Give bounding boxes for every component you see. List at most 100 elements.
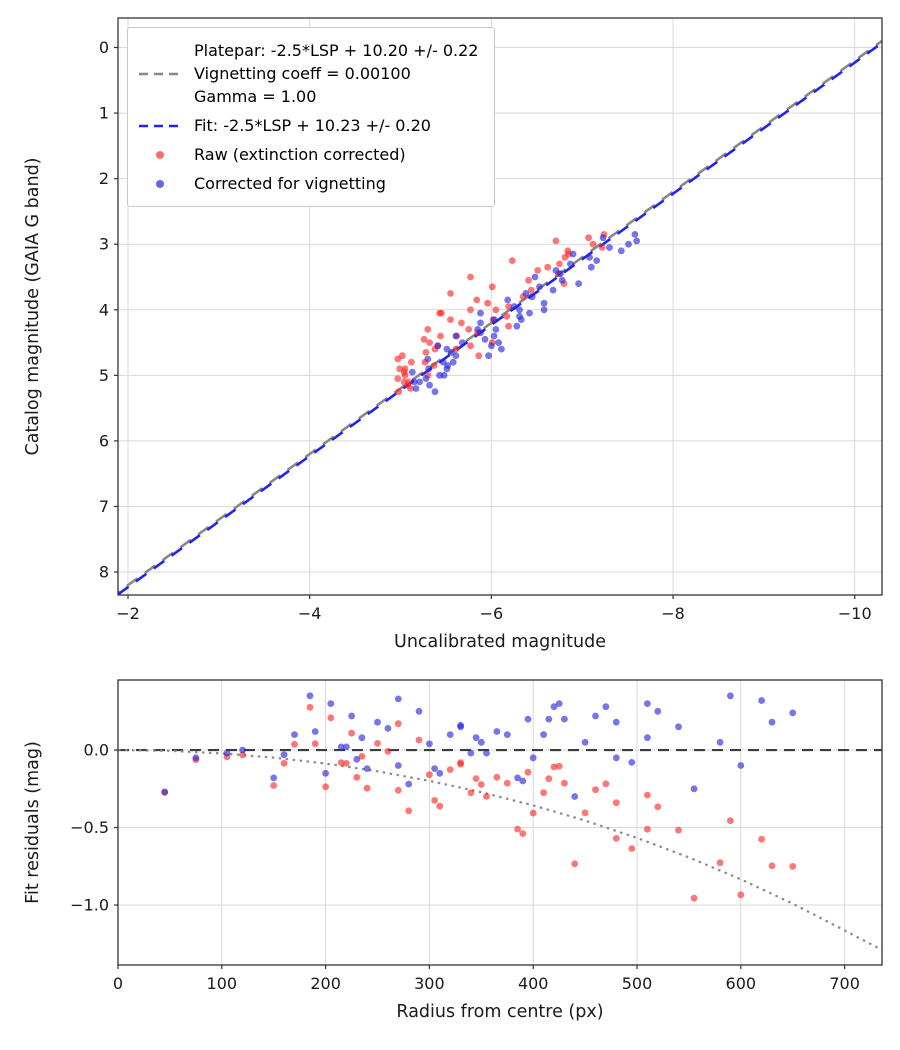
corrected-point xyxy=(628,759,636,766)
fit-residuals-plot: 0 100 200 300 400 500 600 700 0.0 −0.5 −1.0 Radius … xyxy=(23,679,883,1022)
corrected-point xyxy=(488,342,495,350)
corrected-point xyxy=(503,731,511,738)
series-raw xyxy=(161,703,797,902)
raw-point xyxy=(492,306,500,314)
corrected-point xyxy=(426,381,433,389)
legend-platepar-text: Platepar: -2.5*LSP + 10.20 +/- 0.22 Vign… xyxy=(194,39,478,108)
corrected-point xyxy=(612,754,620,762)
y-tick-label: 2 xyxy=(99,169,109,188)
raw-point xyxy=(555,762,563,770)
corrected-point xyxy=(223,749,231,757)
corrected-point xyxy=(490,316,498,323)
raw-point xyxy=(426,339,433,346)
corrected-point xyxy=(758,697,765,704)
raw-point xyxy=(477,781,485,788)
raw-point xyxy=(768,862,776,870)
raw-point xyxy=(581,809,589,817)
corrected-point xyxy=(449,358,457,366)
raw-point xyxy=(431,797,438,804)
series-corrected xyxy=(161,692,797,800)
x-tick-label: 400 xyxy=(518,974,549,993)
y-tick-label: 0 xyxy=(99,38,109,57)
raw-point xyxy=(529,809,537,817)
raw-point xyxy=(353,773,361,781)
corrected-point xyxy=(569,250,577,258)
raw-point xyxy=(322,783,329,791)
raw-point xyxy=(311,740,319,748)
y-axis-label: Fit residuals (mag) xyxy=(23,741,43,904)
corrected-point xyxy=(436,769,444,777)
corrected-point xyxy=(575,280,582,287)
raw-dot-icon xyxy=(156,150,164,159)
corrected-point xyxy=(606,244,613,251)
corrected-point xyxy=(311,728,319,735)
corrected-point xyxy=(239,746,247,754)
raw-point xyxy=(550,763,558,771)
raw-point xyxy=(394,375,402,382)
corrected-point xyxy=(374,718,381,726)
vignetting-model-curve xyxy=(118,748,882,951)
corrected-point xyxy=(327,700,335,707)
corrected-point xyxy=(625,240,632,248)
corrected-point xyxy=(561,715,568,723)
corrected-point xyxy=(587,263,595,271)
corrected-point xyxy=(481,335,489,343)
corrected-point xyxy=(353,755,361,763)
corrected-point xyxy=(586,253,593,261)
raw-point xyxy=(519,830,527,837)
raw-handle-dot xyxy=(156,150,164,159)
raw-point xyxy=(505,303,512,310)
corrected-point xyxy=(617,247,625,255)
corrected-point xyxy=(422,375,430,382)
y-tick-label: 7 xyxy=(99,497,109,516)
raw-point xyxy=(337,759,345,766)
corrected-point xyxy=(571,793,579,800)
raw-point xyxy=(503,779,511,787)
corrected-point xyxy=(490,332,498,340)
raw-point xyxy=(291,740,298,748)
raw-point xyxy=(505,322,512,330)
raw-point xyxy=(716,859,724,867)
corrected-point xyxy=(545,715,553,723)
corrected-point xyxy=(644,700,651,707)
corrected-point xyxy=(410,378,418,386)
x-tick-label: −2 xyxy=(116,604,140,623)
raw-point xyxy=(612,799,620,807)
corrected-point xyxy=(644,734,651,742)
raw-point xyxy=(374,740,381,747)
raw-point xyxy=(727,817,734,825)
corrected-point xyxy=(431,388,439,396)
raw-point xyxy=(556,260,563,268)
raw-point xyxy=(690,894,698,902)
raw-point xyxy=(422,349,430,356)
corrected-point xyxy=(452,332,460,340)
corrected-handle-dot xyxy=(156,179,164,188)
x-tick-label: 0 xyxy=(113,974,123,993)
raw-point xyxy=(737,891,745,899)
raw-point xyxy=(436,802,444,810)
corrected-point xyxy=(513,322,521,330)
corrected-point xyxy=(424,355,432,363)
raw-point xyxy=(589,240,597,248)
raw-point xyxy=(561,779,568,787)
corrected-point xyxy=(280,751,288,759)
corrected-point xyxy=(394,762,402,769)
raw-point xyxy=(280,760,288,767)
corrected-point xyxy=(348,712,355,720)
raw-point xyxy=(306,703,314,711)
fit-dashed-line-icon xyxy=(139,124,181,127)
corrected-point xyxy=(517,316,525,323)
raw-point xyxy=(654,803,662,811)
x-tick-label: 200 xyxy=(310,974,341,993)
corrected-dot-icon xyxy=(156,179,164,188)
corrected-point xyxy=(440,371,448,379)
raw-point xyxy=(424,326,432,333)
raw-point xyxy=(447,290,454,297)
corrected-point xyxy=(493,728,501,735)
y-tick-label: 6 xyxy=(99,431,109,450)
raw-point xyxy=(644,825,651,833)
corrected-point xyxy=(768,718,776,726)
raw-point xyxy=(394,720,402,728)
corrected-point xyxy=(716,738,724,746)
y-tick-label: 3 xyxy=(99,235,109,254)
